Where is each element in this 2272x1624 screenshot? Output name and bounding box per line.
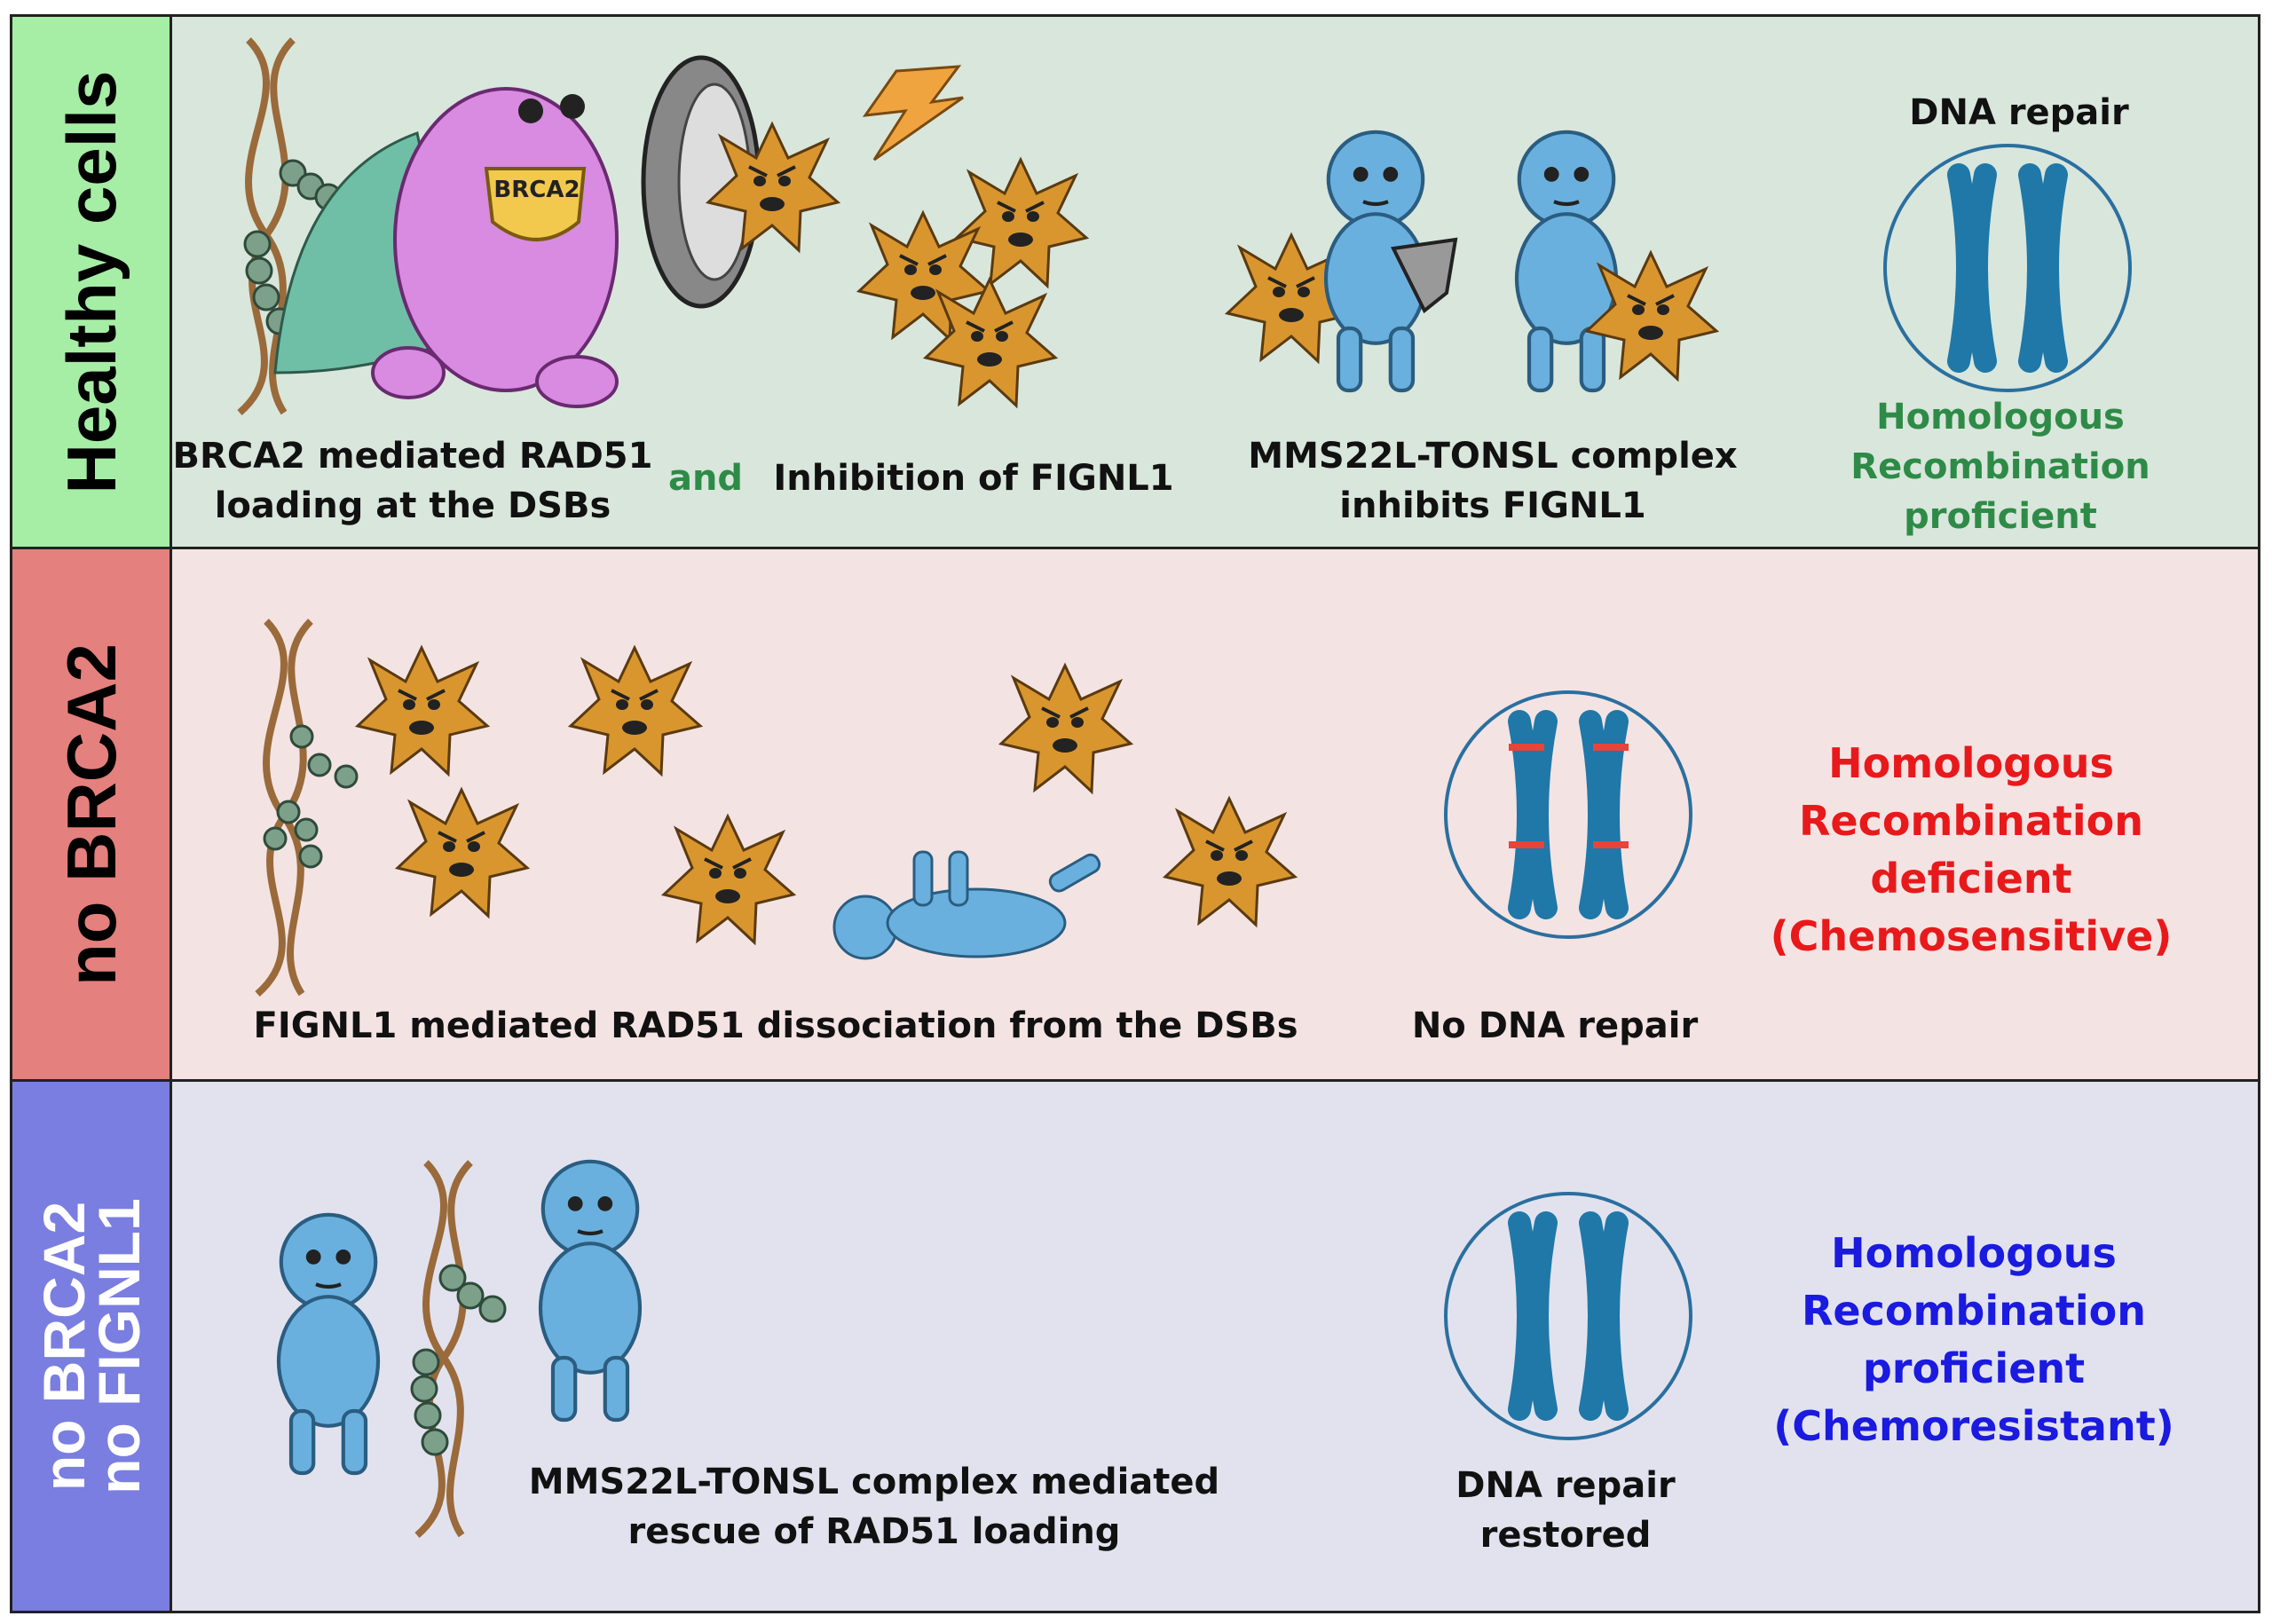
rad51-beads-icon (410, 1264, 507, 1456)
brca2-badge-text: BRCA2 (493, 177, 580, 203)
mms22l-inhibits-caption: MMS22L-TONSL complex inhibits FIGNL1 (1248, 431, 1737, 531)
no-both-label-box: no BRCA2 no FIGNL1 (10, 1079, 172, 1613)
outcome-line: Recombination (1850, 446, 2150, 487)
outcome-line: Homologous (1831, 1229, 2117, 1277)
fignl1-icon (569, 646, 702, 776)
caption-line: restored (1479, 1515, 1652, 1556)
no-brca2-no-fignl1-row (10, 1079, 2260, 1613)
outcome-line: Recombination (1798, 797, 2144, 845)
outcome-line: (Chemosensitive) (1770, 912, 2173, 960)
rad51-beads-icon (263, 724, 359, 869)
no-dna-repair-label: No DNA repair (1411, 1005, 1699, 1046)
fignl1-dissociation-caption: FIGNL1 mediated RAD51 dissociation from … (253, 1005, 1298, 1046)
caption-line: MMS22L-TONSL complex mediated (528, 1462, 1220, 1502)
inhibition-caption: Inhibition of FIGNL1 (773, 458, 1174, 499)
outcome-line: Homologous (1828, 739, 2114, 787)
hr-proficient-chemoresistant-label: Homologous Recombination proficient (Che… (1773, 1225, 2173, 1455)
dna-repair-label: DNA repair (1909, 92, 2129, 133)
dna-damage-marks (1509, 744, 1629, 848)
fignl1-icon (1585, 251, 1718, 381)
and-label: and (667, 458, 744, 499)
fignl1-icon (396, 788, 529, 918)
brca2-loading-caption: BRCA2 mediated RAD51 loading at the DSBs (173, 431, 653, 531)
fignl1-icon (356, 646, 489, 776)
outcome-line: Recombination (1801, 1287, 2146, 1335)
chromosome-circle (1444, 690, 1692, 939)
no-brca2-row (10, 547, 2260, 1082)
shield-icon (1390, 237, 1458, 314)
outcome-line: proficient (1904, 496, 2097, 537)
rescue-caption: MMS22L-TONSL complex mediated rescue of … (529, 1457, 1219, 1557)
caption-line: BRCA2 mediated RAD51 (172, 436, 653, 477)
mms22l-tonsl-icon (540, 1162, 640, 1420)
chromosome-icon (1519, 1223, 1617, 1409)
outcome-line: proficient (1862, 1344, 2086, 1392)
mms22l-tonsl-icon (279, 1215, 378, 1473)
fignl1-icon (662, 815, 795, 944)
outcome-line: deficient (1870, 855, 2072, 903)
chromosome-circle (1883, 144, 2132, 392)
mms22l-tonsl-icon (1517, 132, 1616, 390)
fignl1-icon (1164, 797, 1297, 926)
caption-line: MMS22L-TONSL complex (1248, 436, 1738, 477)
no-brca2-label-box: no BRCA2 (10, 547, 172, 1082)
outcome-line: Homologous (1876, 397, 2125, 438)
caption-line: rescue of RAD51 loading (627, 1511, 1121, 1552)
healthy-label-box: Healthy cells (10, 14, 172, 549)
fignl1-icon (955, 158, 1088, 288)
caption-line: inhibits FIGNL1 (1339, 485, 1646, 526)
caption-line: loading at the DSBs (214, 485, 611, 526)
caption-line: DNA repair (1456, 1465, 1676, 1506)
hr-deficient-label: Homologous Recombination deficient (Chem… (1771, 735, 2173, 966)
dna-repair-restored-label: DNA repair restored (1456, 1461, 1675, 1560)
fignl1-icon (999, 664, 1132, 793)
lightning-icon (862, 65, 964, 162)
hr-proficient-label: Homologous Recombination proficient (1850, 392, 2150, 541)
fignl1-icon (924, 278, 1057, 407)
brca2-hero-icon: BRCA2 (273, 87, 619, 408)
fallen-mms22l-icon (832, 850, 1101, 960)
outcome-line: (Chemoresistant) (1773, 1402, 2174, 1450)
shield-icon (641, 55, 761, 309)
chromosome-icon (1959, 175, 2056, 361)
chromosome-circle (1444, 1192, 1692, 1440)
